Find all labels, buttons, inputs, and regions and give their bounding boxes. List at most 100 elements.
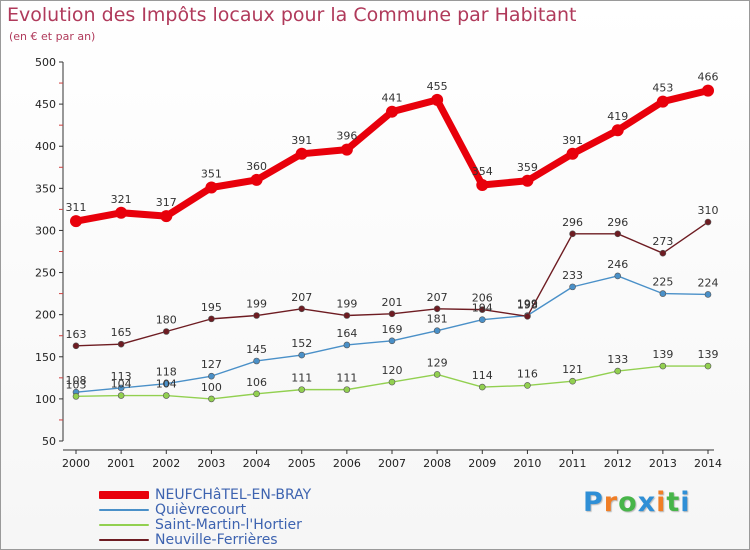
- data-point: [433, 305, 441, 313]
- data-label: 359: [517, 161, 538, 174]
- data-point: [298, 305, 306, 313]
- legend-label: Neuville-Ferrières: [155, 531, 278, 548]
- data-point: [298, 386, 306, 393]
- data-point: [659, 290, 667, 297]
- x-tick-label: 2012: [604, 457, 632, 470]
- data-label: 321: [111, 193, 132, 206]
- data-label: 396: [336, 130, 357, 143]
- y-tick-label: 200: [35, 309, 56, 322]
- data-label: 207: [291, 291, 312, 304]
- data-point: [162, 392, 170, 399]
- data-point: [160, 210, 173, 223]
- data-point: [704, 362, 712, 370]
- data-label: 441: [382, 92, 403, 105]
- data-label: 127: [201, 358, 222, 371]
- y-tick-label: 250: [35, 267, 56, 280]
- data-point: [70, 215, 82, 228]
- data-point: [656, 95, 669, 108]
- data-label: 351: [201, 167, 222, 180]
- data-label: 296: [607, 216, 628, 229]
- data-point: [569, 283, 576, 291]
- data-point: [478, 383, 486, 391]
- data-label: 311: [66, 201, 87, 214]
- data-label: 163: [66, 328, 87, 341]
- data-point: [478, 306, 486, 313]
- x-tick-label: 2002: [152, 457, 180, 470]
- data-point: [253, 357, 260, 365]
- data-label: 120: [382, 364, 403, 377]
- data-label: 419: [607, 110, 628, 123]
- legend-swatch: [99, 523, 149, 526]
- data-point: [295, 147, 308, 160]
- legend-label: Saint-Martin-l'Hortier: [155, 516, 302, 533]
- data-point: [340, 143, 353, 156]
- data-point: [704, 218, 712, 226]
- data-label: 455: [427, 80, 448, 93]
- data-point: [388, 378, 396, 386]
- data-label: 181: [427, 313, 448, 326]
- data-label: 152: [291, 337, 312, 350]
- data-label: 199: [517, 298, 538, 311]
- y-tick-label: 300: [35, 224, 56, 237]
- data-point: [253, 390, 260, 398]
- data-point: [117, 384, 125, 392]
- data-label: 139: [698, 348, 719, 361]
- data-point: [569, 230, 576, 238]
- proxiti-logo: Proxiti: [583, 487, 691, 518]
- data-label: 391: [291, 134, 312, 147]
- legend-swatch: [99, 538, 149, 541]
- data-label: 129: [427, 356, 448, 369]
- data-point: [298, 351, 306, 359]
- data-label: 100: [201, 381, 222, 394]
- data-label: 206: [472, 292, 493, 305]
- data-label: 391: [562, 134, 583, 147]
- chart-axes: 50 100 150 200 250 300 350 400 450 500 2000 2001 200…: [35, 56, 722, 470]
- data-point: [208, 315, 215, 323]
- data-label: 360: [246, 160, 267, 173]
- y-tick-label: 50: [42, 435, 56, 448]
- data-point: [205, 181, 218, 194]
- data-point: [611, 124, 624, 137]
- data-label: 164: [336, 327, 357, 340]
- data-point: [250, 173, 263, 186]
- data-point: [343, 341, 351, 349]
- data-point: [566, 147, 579, 160]
- data-label: 111: [336, 372, 357, 385]
- data-label: 317: [156, 196, 177, 209]
- x-tick-label: 2006: [333, 457, 361, 470]
- data-label: 108: [66, 374, 87, 387]
- data-label: 111: [291, 372, 312, 385]
- data-point: [343, 386, 351, 393]
- x-tick-label: 2011: [559, 457, 587, 470]
- x-tick-label: 2000: [62, 457, 90, 470]
- data-point: [433, 371, 441, 378]
- data-point: [614, 272, 622, 280]
- data-point: [659, 362, 667, 370]
- data-label: 233: [562, 269, 583, 282]
- data-point: [431, 93, 444, 106]
- x-tick-label: 2001: [107, 457, 135, 470]
- chart-legend: NEUFCHâTEL-EN-BRAY Quièvrecourt Saint-Mart…: [99, 486, 312, 548]
- data-label: 354: [472, 165, 493, 178]
- data-label: 199: [246, 298, 267, 311]
- data-label: 133: [607, 353, 628, 366]
- legend-item: Quièvrecourt: [99, 502, 311, 518]
- legend-label: NEUFCHâTEL-EN-BRAY: [155, 486, 312, 503]
- data-label: 310: [698, 204, 719, 217]
- data-point: [659, 249, 667, 257]
- y-tick-label: 150: [35, 351, 56, 364]
- data-point: [476, 178, 489, 191]
- data-label: 139: [652, 348, 673, 361]
- data-point: [72, 393, 80, 400]
- data-label: 201: [382, 296, 403, 309]
- chart-series: [70, 84, 714, 403]
- x-tick-label: 2008: [423, 457, 451, 470]
- chart-data-labels: 108 113 118 127 145 152 164 169 181 194 199 233 246 2…: [66, 71, 719, 394]
- data-label: 194: [472, 302, 493, 315]
- data-point: [614, 230, 622, 238]
- y-tick-label: 400: [35, 140, 56, 153]
- data-point: [524, 382, 531, 389]
- data-label: 466: [698, 71, 719, 84]
